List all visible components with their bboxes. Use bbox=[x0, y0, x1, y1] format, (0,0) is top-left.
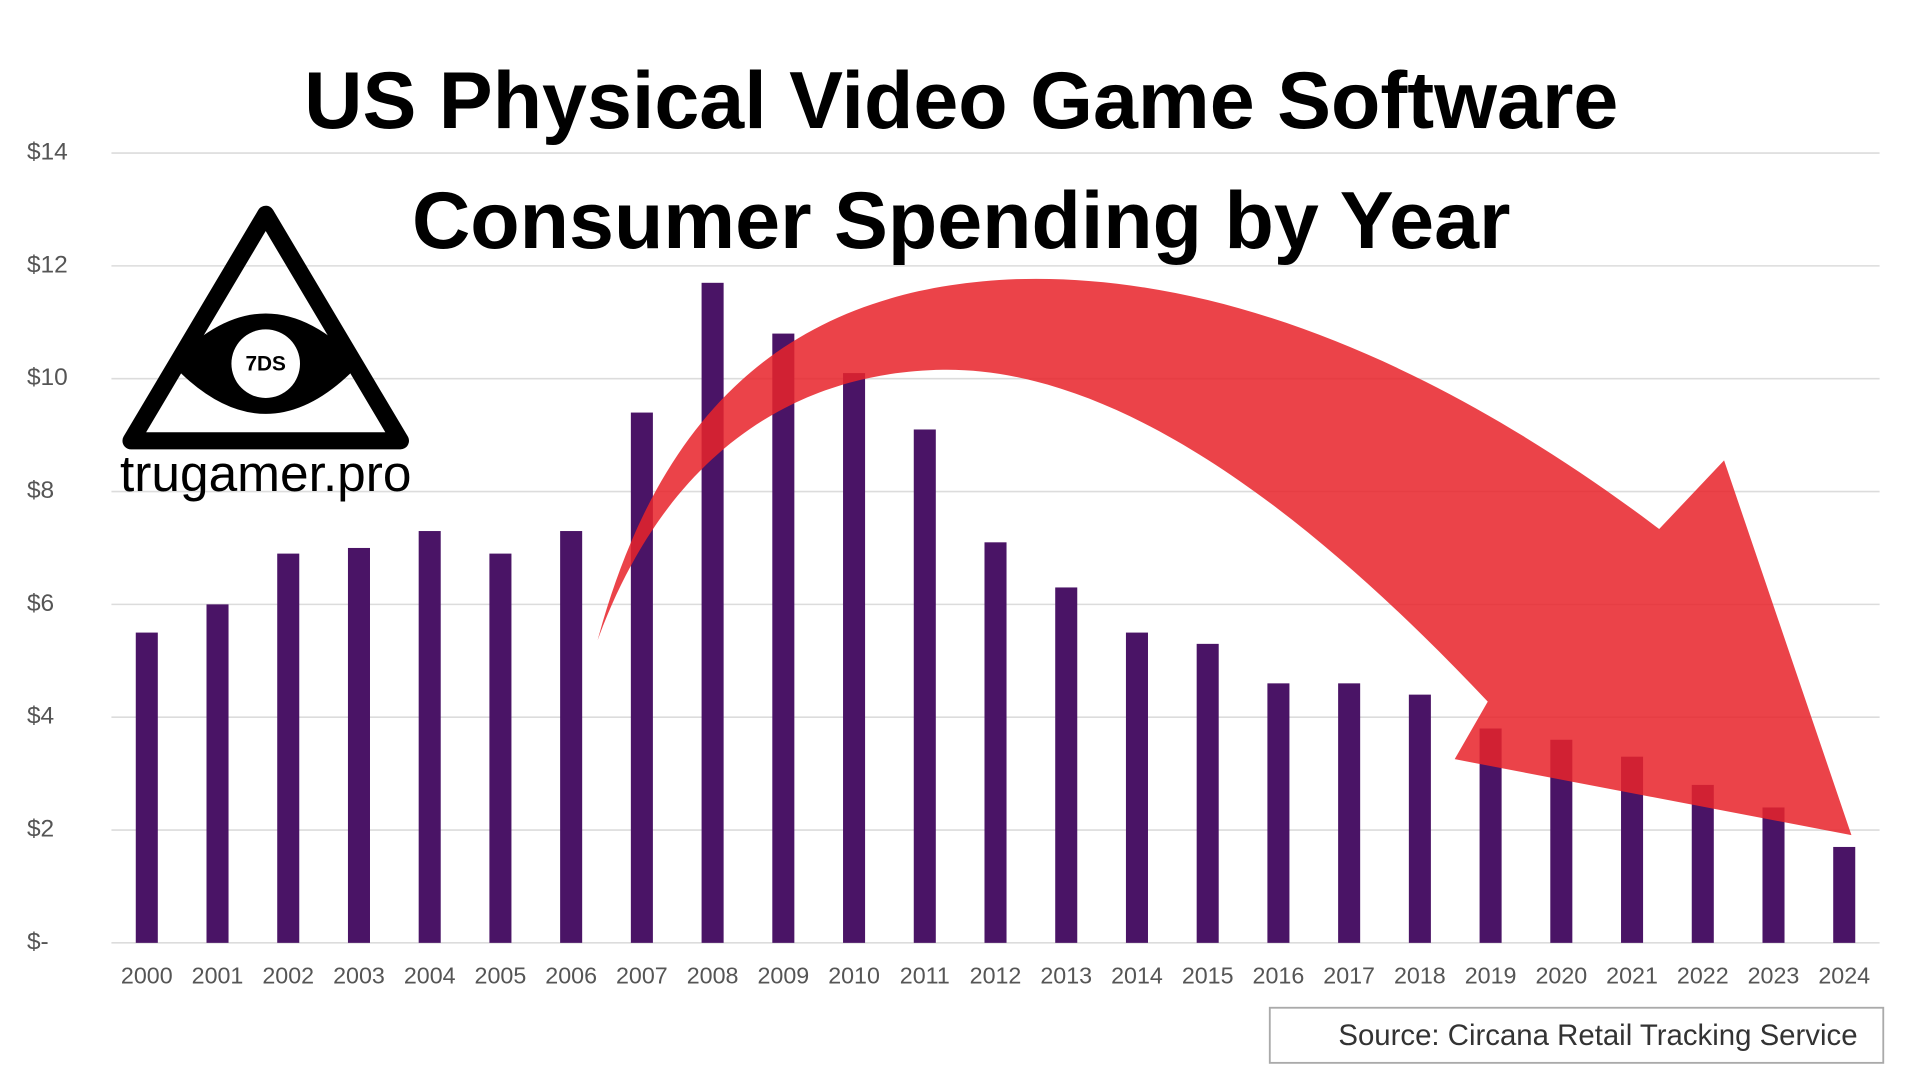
logo-text: trugamer.pro bbox=[120, 444, 411, 502]
y-tick-label: $- bbox=[27, 928, 49, 955]
bar bbox=[1691, 784, 1714, 943]
y-tick-label: $4 bbox=[27, 703, 54, 730]
bar bbox=[1338, 683, 1361, 943]
bar bbox=[1267, 683, 1290, 943]
bar bbox=[1055, 587, 1078, 943]
x-tick-label: 2002 bbox=[262, 962, 314, 988]
chart-title: US Physical Video Game Software bbox=[304, 56, 1618, 146]
bar bbox=[418, 531, 441, 943]
bar bbox=[206, 604, 229, 943]
trend-arrow bbox=[597, 278, 1852, 836]
bar bbox=[630, 412, 653, 943]
x-tick-label: 2015 bbox=[1182, 962, 1234, 988]
bar bbox=[1833, 846, 1856, 943]
x-tick-label: 2023 bbox=[1748, 962, 1800, 988]
x-tick-label: 2007 bbox=[616, 962, 668, 988]
bar bbox=[1408, 694, 1431, 943]
y-tick-label: $14 bbox=[27, 139, 68, 166]
bar bbox=[772, 333, 795, 943]
bar bbox=[913, 429, 936, 943]
bar bbox=[984, 542, 1007, 943]
logo: 7DS trugamer.pro bbox=[120, 205, 411, 502]
x-tick-label: 2011 bbox=[900, 962, 950, 988]
logo-triangle bbox=[122, 205, 409, 450]
bar bbox=[1196, 643, 1219, 943]
bar bbox=[1550, 739, 1573, 943]
x-tick-label: 2019 bbox=[1465, 962, 1517, 988]
x-tick-label: 2024 bbox=[1818, 962, 1870, 988]
x-tick-label: 2003 bbox=[333, 962, 385, 988]
x-tick-label: 2000 bbox=[121, 962, 173, 988]
x-tick-label: 2016 bbox=[1253, 962, 1305, 988]
bar bbox=[1479, 728, 1502, 943]
bar bbox=[1762, 807, 1785, 943]
x-tick-label: 2009 bbox=[757, 962, 809, 988]
x-tick-label: 2013 bbox=[1040, 962, 1092, 988]
x-tick-label: 2005 bbox=[475, 962, 527, 988]
logo-badge: 7DS bbox=[245, 352, 286, 375]
source: Source: Circana Retail Tracking Service bbox=[1338, 1019, 1857, 1052]
x-tick-label: 2021 bbox=[1606, 962, 1658, 988]
chart-title: Consumer Spending by Year bbox=[412, 176, 1511, 266]
x-tick-label: 2017 bbox=[1323, 962, 1375, 988]
x-tick-label: 2010 bbox=[828, 962, 880, 988]
x-tick-label: 2014 bbox=[1111, 962, 1163, 988]
bar bbox=[489, 553, 512, 943]
y-tick-label: $8 bbox=[27, 477, 54, 504]
y-tick-label: $10 bbox=[27, 364, 68, 391]
x-tick-label: 2001 bbox=[192, 962, 244, 988]
bar bbox=[277, 553, 300, 943]
x-tick-label: 2018 bbox=[1394, 962, 1446, 988]
bar bbox=[135, 632, 158, 943]
bar bbox=[701, 282, 724, 943]
x-tick-label: 2004 bbox=[404, 962, 456, 988]
x-tick-label: 2008 bbox=[687, 962, 739, 988]
y-tick-label: $12 bbox=[27, 251, 68, 278]
y-tick-label: $2 bbox=[27, 815, 54, 842]
x-tick-label: 2020 bbox=[1535, 962, 1587, 988]
logo-pupil bbox=[231, 329, 300, 398]
bar bbox=[843, 373, 866, 943]
bar bbox=[347, 547, 370, 943]
x-tick-label: 2006 bbox=[545, 962, 597, 988]
y-tick-label: $6 bbox=[27, 590, 54, 617]
bars bbox=[135, 282, 1856, 943]
x-tick-label: 2022 bbox=[1677, 962, 1729, 988]
bar bbox=[560, 531, 583, 943]
bar bbox=[1621, 756, 1644, 943]
bar bbox=[1125, 632, 1148, 943]
x-tick-label: 2012 bbox=[970, 962, 1022, 988]
source-box bbox=[1268, 1006, 1885, 1064]
